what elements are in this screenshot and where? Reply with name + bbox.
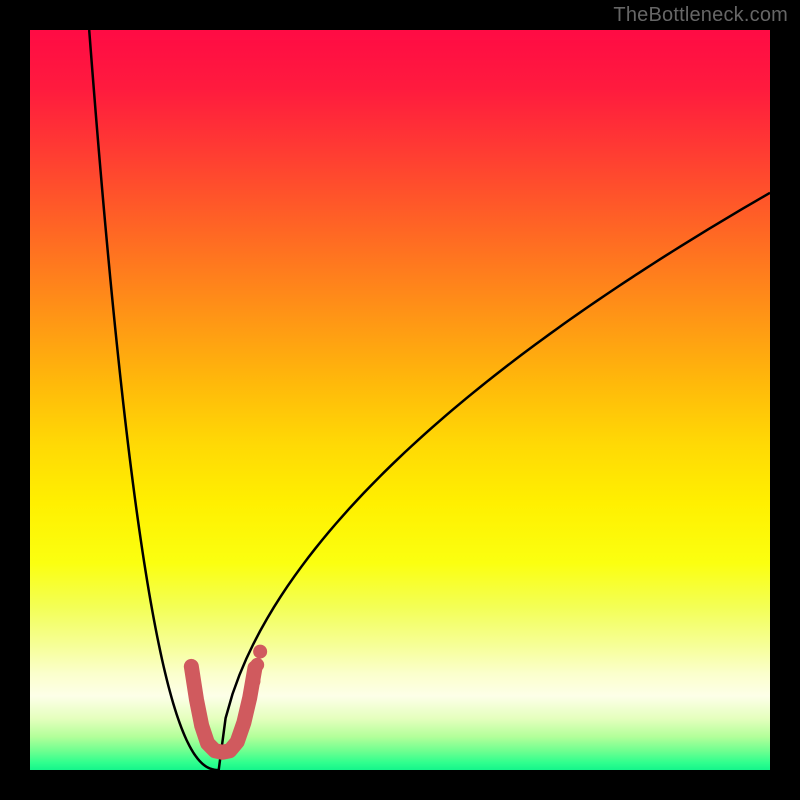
highlight-dot xyxy=(250,658,264,672)
highlight-dot xyxy=(253,645,267,659)
plot-background xyxy=(30,30,770,770)
watermark-text: TheBottleneck.com xyxy=(613,4,788,27)
chart-frame: TheBottleneck.com xyxy=(0,0,800,800)
bottleneck-chart xyxy=(0,0,800,800)
highlight-dot xyxy=(243,690,257,704)
highlight-dot xyxy=(246,674,260,688)
